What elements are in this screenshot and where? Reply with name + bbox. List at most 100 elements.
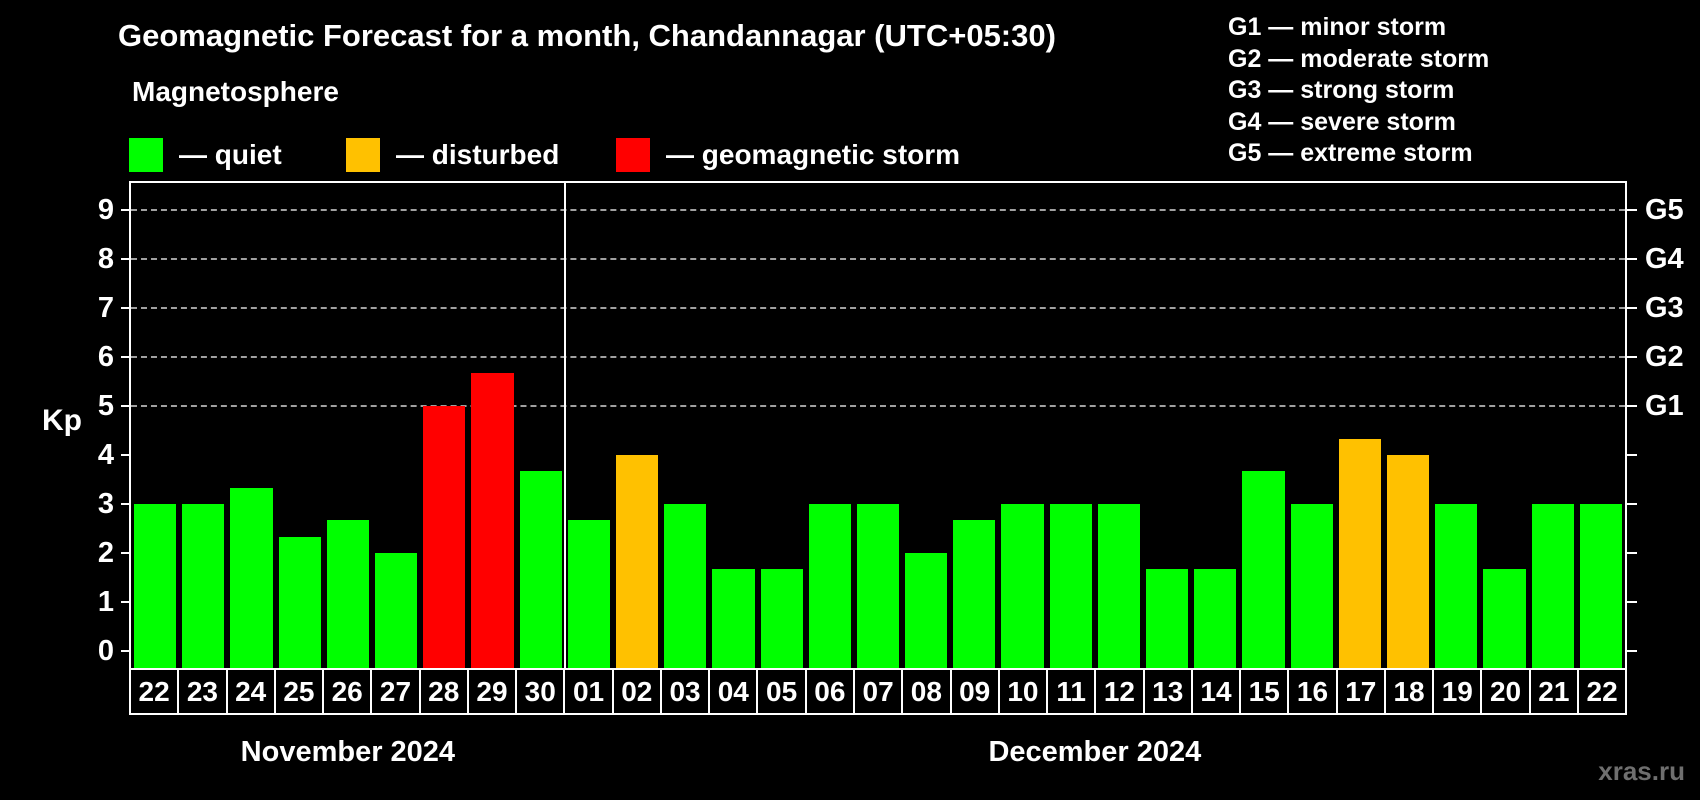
quiet-color-swatch bbox=[129, 137, 163, 172]
g-level-label-g4: G4 bbox=[1645, 242, 1684, 275]
kp-bar-24 bbox=[230, 487, 273, 668]
watermark: xras.ru bbox=[1598, 756, 1685, 786]
day-label-28: 28 bbox=[421, 670, 469, 713]
gridline-kp6 bbox=[131, 355, 1625, 358]
kp-bar-21 bbox=[1531, 503, 1574, 668]
legend-item-storm: — geomagnetic storm bbox=[616, 137, 960, 172]
day-label-25: 25 bbox=[276, 670, 325, 713]
storm-color-swatch bbox=[616, 137, 650, 172]
day-label-21: 21 bbox=[1531, 670, 1579, 713]
disturbed-color-swatch bbox=[346, 137, 380, 172]
right-tick-2 bbox=[1627, 551, 1637, 554]
month-separator bbox=[563, 183, 566, 668]
day-labels-row: 22 23 24 25 26 27 28 29 30 01 02 03 04 05 06 07 08 09 10 11… bbox=[129, 668, 1627, 715]
day-label-07: 07 bbox=[855, 670, 904, 713]
day-label-06: 06 bbox=[807, 670, 855, 713]
kp-bar-05 bbox=[760, 569, 803, 668]
y-tick-label-7: 7 bbox=[97, 291, 114, 324]
left-tick-3 bbox=[121, 502, 131, 505]
day-label-09: 09 bbox=[952, 670, 1000, 713]
kp-bar-23 bbox=[182, 503, 225, 668]
g-legend-line-g3: G3 — strong storm bbox=[1228, 76, 1455, 105]
g-level-label-g2: G2 bbox=[1645, 340, 1684, 373]
storm-legend-label: — geomagnetic storm bbox=[666, 138, 961, 170]
day-label-18: 18 bbox=[1386, 670, 1435, 713]
right-tick-6 bbox=[1627, 355, 1637, 358]
right-tick-5 bbox=[1627, 404, 1637, 407]
left-tick-4 bbox=[121, 453, 131, 456]
quiet-legend-label: — quiet bbox=[179, 138, 282, 170]
y-tick-label-1: 1 bbox=[97, 585, 114, 618]
y-tick-label-5: 5 bbox=[97, 389, 114, 422]
g-level-label-g5: G5 bbox=[1645, 193, 1684, 226]
kp-bar-15 bbox=[1242, 471, 1285, 668]
day-label-13: 13 bbox=[1145, 670, 1193, 713]
g-legend-line-g5: G5 — extreme storm bbox=[1228, 139, 1473, 168]
g-level-label-g1: G1 bbox=[1645, 389, 1684, 422]
kp-bar-18 bbox=[1387, 454, 1430, 668]
gridline-kp5 bbox=[131, 404, 1625, 407]
gridline-kp8 bbox=[131, 257, 1625, 260]
day-label-29: 29 bbox=[469, 670, 518, 713]
right-tick-9 bbox=[1627, 208, 1637, 211]
left-tick-0 bbox=[121, 649, 131, 652]
y-axis-title: Kp bbox=[42, 404, 82, 437]
day-label-02: 02 bbox=[614, 670, 662, 713]
y-tick-label-6: 6 bbox=[97, 340, 114, 373]
g-level-label-g3: G3 bbox=[1645, 291, 1684, 324]
legend-item-quiet: — quiet bbox=[129, 137, 282, 172]
left-tick-7 bbox=[121, 306, 131, 309]
disturbed-legend-label: — disturbed bbox=[396, 138, 560, 170]
kp-bar-27 bbox=[374, 552, 418, 668]
kp-bar-02 bbox=[615, 454, 659, 668]
right-tick-8 bbox=[1627, 257, 1637, 260]
day-label-03: 03 bbox=[662, 670, 711, 713]
kp-bar-07 bbox=[856, 503, 900, 668]
day-label-22: 22 bbox=[1586, 675, 1618, 707]
gridline-kp9 bbox=[131, 208, 1625, 211]
y-tick-label-0: 0 bbox=[97, 634, 114, 667]
day-label-12: 12 bbox=[1096, 670, 1145, 713]
day-label-24: 24 bbox=[228, 670, 276, 713]
left-tick-5 bbox=[121, 404, 131, 407]
kp-bar-28 bbox=[423, 405, 466, 668]
day-label-16: 16 bbox=[1289, 670, 1338, 713]
day-label-26: 26 bbox=[324, 670, 373, 713]
day-label-08: 08 bbox=[903, 670, 952, 713]
left-tick-6 bbox=[121, 355, 131, 358]
day-label-17: 17 bbox=[1338, 670, 1386, 713]
day-label-19: 19 bbox=[1434, 670, 1483, 713]
kp-bar-09 bbox=[953, 520, 996, 668]
day-label-10: 10 bbox=[1000, 670, 1049, 713]
kp-bar-17 bbox=[1338, 438, 1382, 668]
left-tick-8 bbox=[121, 257, 131, 260]
left-tick-2 bbox=[121, 551, 131, 554]
day-label-23: 23 bbox=[179, 670, 228, 713]
kp-bar-16 bbox=[1290, 503, 1333, 668]
y-tick-label-9: 9 bbox=[97, 193, 114, 226]
kp-bar-12 bbox=[1097, 503, 1141, 668]
right-tick-4 bbox=[1627, 453, 1637, 456]
kp-bar-11 bbox=[1049, 503, 1092, 668]
day-label-11: 11 bbox=[1048, 670, 1097, 713]
plot-area bbox=[129, 181, 1627, 668]
day-label-30: 30 bbox=[517, 670, 566, 713]
kp-bar-14 bbox=[1194, 569, 1237, 668]
kp-bar-10 bbox=[1001, 503, 1044, 668]
day-label-20: 20 bbox=[1482, 670, 1531, 713]
right-tick-7 bbox=[1627, 306, 1637, 309]
kp-bar-29 bbox=[471, 373, 514, 668]
magnetosphere-label: Magnetosphere bbox=[132, 76, 339, 107]
day-label-15: 15 bbox=[1241, 670, 1290, 713]
day-label-05: 05 bbox=[758, 670, 807, 713]
g-legend-line-g4: G4 — severe storm bbox=[1228, 107, 1456, 136]
g-legend-line-g2: G2 — moderate storm bbox=[1228, 44, 1490, 73]
left-tick-9 bbox=[121, 208, 131, 211]
g-scale-legend: G1 — minor storm G2 — moderate storm G3 … bbox=[1228, 12, 1489, 170]
y-tick-label-2: 2 bbox=[97, 536, 114, 569]
right-tick-1 bbox=[1627, 600, 1637, 603]
month-label-december: December 2024 bbox=[988, 736, 1202, 768]
kp-bar-19 bbox=[1435, 503, 1478, 668]
day-label-01: 01 bbox=[565, 670, 614, 713]
